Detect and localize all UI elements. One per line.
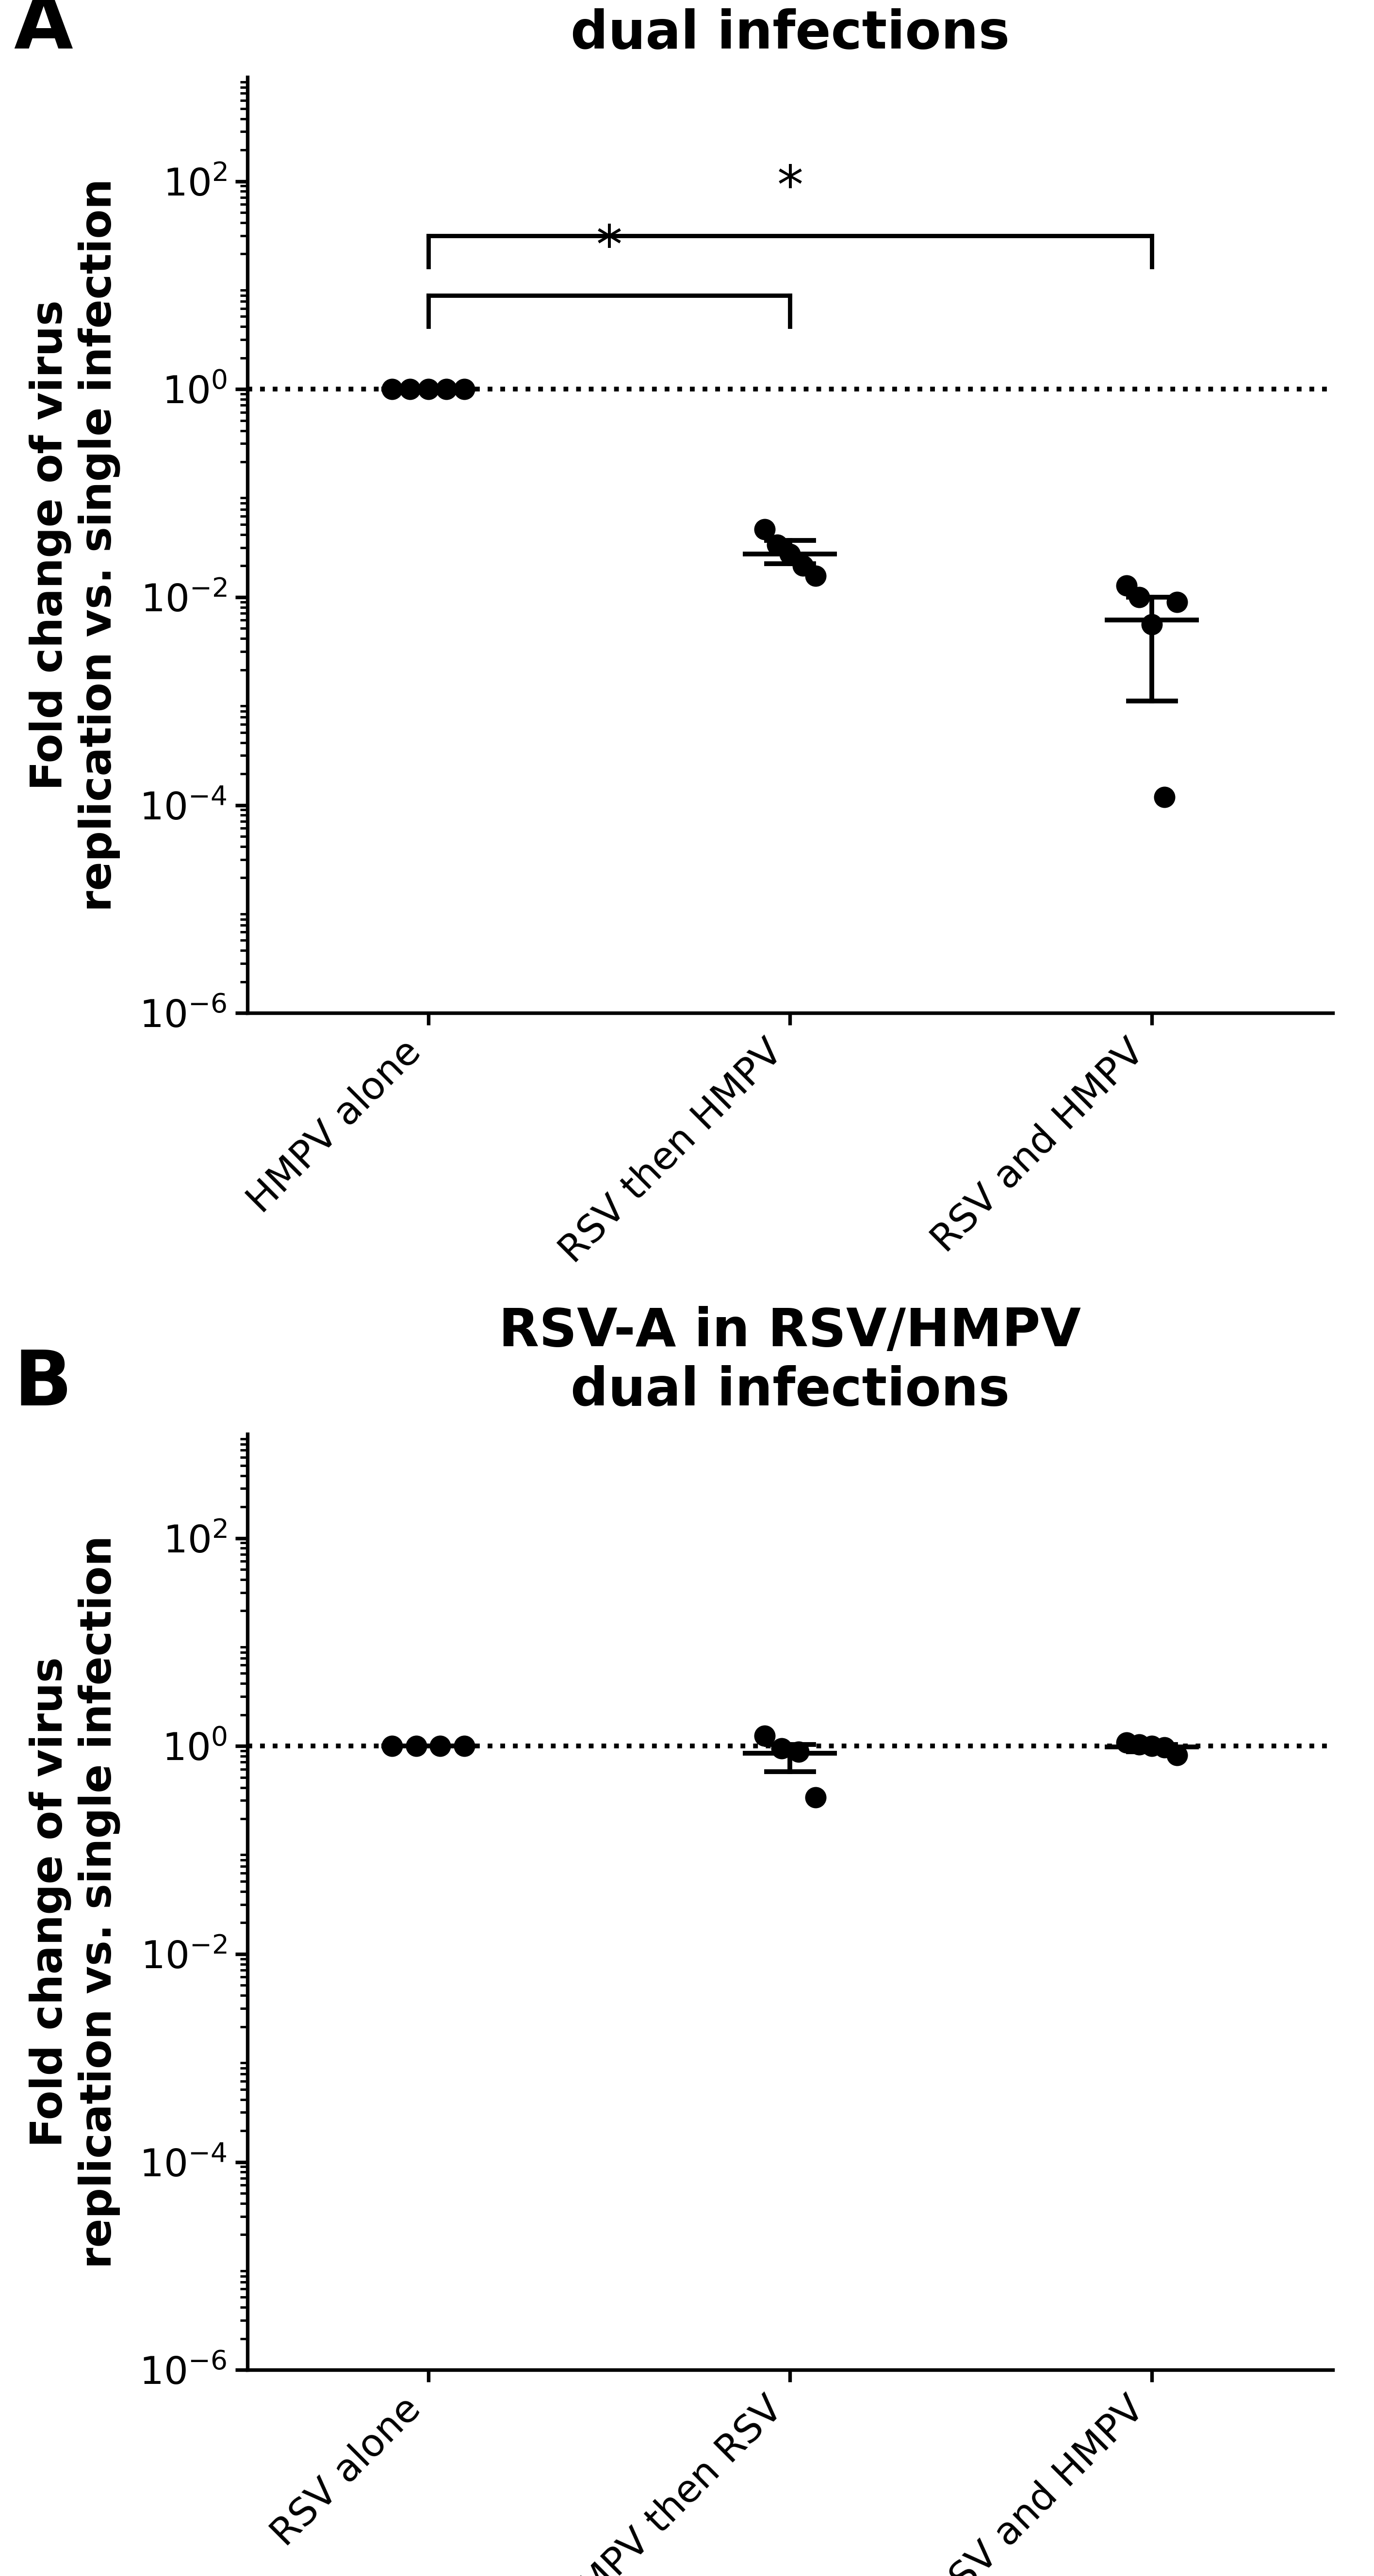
Point [1140,1726,1162,1767]
Point [1154,1726,1176,1767]
Point [453,368,475,410]
Title: HMPV in RSV/HMPV
dual infections: HMPV in RSV/HMPV dual infections [500,0,1080,59]
Point [1140,603,1162,644]
Point [1128,577,1150,618]
Point [453,1726,475,1767]
Point [804,556,826,598]
Y-axis label: Fold change of virus
replication vs. single infection: Fold change of virus replication vs. sin… [29,178,121,912]
Point [754,507,776,549]
Point [398,368,420,410]
Y-axis label: Fold change of virus
replication vs. single infection: Fold change of virus replication vs. sin… [29,1535,121,2269]
Point [429,1726,451,1767]
Point [1116,564,1138,605]
Point [1154,775,1176,817]
Text: B: B [14,1347,71,1422]
Point [1116,1721,1138,1762]
Point [791,546,813,587]
Point [1167,582,1189,623]
Point [405,1726,427,1767]
Point [418,368,440,410]
Point [1128,1723,1150,1765]
Point [436,368,458,410]
Point [779,533,801,574]
Point [381,368,403,410]
Title: RSV-A in RSV/HMPV
dual infections: RSV-A in RSV/HMPV dual infections [499,1306,1081,1417]
Text: A: A [14,0,73,64]
Point [804,1777,826,1819]
Point [767,523,789,564]
Text: *: * [596,222,622,273]
Text: *: * [776,162,804,214]
Point [787,1731,809,1772]
Point [771,1728,793,1770]
Point [1167,1734,1189,1775]
Point [754,1716,776,1757]
Point [381,1726,403,1767]
